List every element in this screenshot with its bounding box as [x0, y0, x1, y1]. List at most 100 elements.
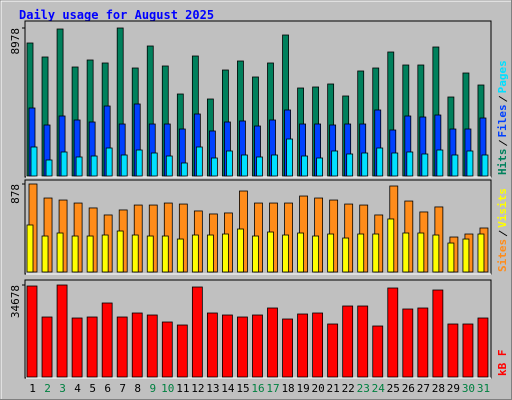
x-tick-label: 9 [149, 382, 156, 395]
bar [165, 155, 173, 177]
x-tick-label: 4 [74, 382, 81, 395]
bar [241, 154, 248, 177]
x-tick-label: 27 [417, 382, 430, 395]
bar [327, 323, 339, 378]
bar [120, 154, 128, 177]
bar [180, 162, 188, 177]
x-tick-label: 6 [104, 382, 111, 395]
bar [421, 153, 429, 177]
bar [131, 312, 143, 378]
x-tick-label: 2 [44, 382, 51, 395]
y-tick-label: 34678 [9, 285, 22, 318]
bar [101, 302, 113, 378]
bar [90, 155, 98, 177]
x-tick-label: 20 [312, 382, 325, 395]
bar [282, 318, 293, 378]
x-tick-label: 18 [281, 382, 294, 395]
bar [451, 154, 459, 177]
bar [391, 152, 399, 177]
legend-entry: Sites [496, 239, 509, 272]
x-tick-label: 25 [387, 382, 400, 395]
legend-separator [498, 140, 508, 146]
bar [402, 308, 414, 378]
x-tick-label: 28 [432, 382, 445, 395]
bar [282, 234, 289, 273]
x-tick-label: 15 [236, 382, 249, 395]
bar [41, 235, 49, 273]
bar [56, 284, 68, 378]
bar [267, 307, 278, 378]
x-tick-label: 8 [134, 382, 141, 395]
bar [432, 289, 444, 378]
bar [267, 231, 274, 273]
bar [436, 149, 444, 177]
bar [191, 286, 203, 378]
legend-entry: Visits [496, 188, 509, 228]
bar [135, 149, 143, 177]
bar [26, 224, 34, 273]
y-tick-label: 8978 [9, 28, 22, 55]
bar [105, 147, 113, 177]
x-tick-label: 24 [372, 382, 386, 395]
x-tick-label: 31 [477, 382, 490, 395]
legend: kB F [496, 350, 509, 377]
bar [252, 314, 263, 378]
x-tick-label: 29 [447, 382, 460, 395]
bar [41, 316, 53, 378]
bar [222, 314, 233, 378]
bar [447, 323, 459, 378]
bar [101, 234, 109, 273]
legend: Hits Files Pages [496, 60, 509, 175]
x-tick-label: 21 [327, 382, 340, 395]
legend-entry: kB F [496, 350, 509, 377]
bar [406, 151, 414, 177]
bar [312, 235, 320, 273]
bar [222, 233, 229, 273]
bar [131, 234, 139, 273]
x-tick-label: 19 [296, 382, 309, 395]
legend-entry: Files [496, 104, 509, 137]
bar [226, 150, 233, 177]
x-tick-label: 5 [89, 382, 96, 395]
x-tick-label: 26 [402, 382, 415, 395]
bar [346, 153, 354, 177]
bar [417, 307, 429, 378]
x-tick-label: 12 [191, 382, 204, 395]
bar [372, 325, 384, 378]
bar [161, 321, 173, 378]
bar [316, 157, 324, 177]
bar [161, 235, 169, 273]
bar [342, 305, 354, 378]
bar [447, 242, 455, 273]
bar [176, 324, 188, 378]
x-tick-label: 22 [342, 382, 355, 395]
bar [206, 234, 214, 273]
bar [210, 157, 218, 177]
bar [71, 235, 79, 273]
bar [256, 156, 263, 177]
legend-entry: Hits [496, 149, 509, 176]
bar [237, 316, 248, 378]
bar [75, 156, 83, 177]
bar [477, 233, 485, 273]
y-tick-label: 878 [9, 184, 22, 204]
x-tick-label: 14 [221, 382, 235, 395]
bar [286, 138, 293, 177]
bar [376, 147, 384, 177]
x-tick-label: 1 [29, 382, 36, 395]
bar [481, 154, 489, 177]
bar [466, 150, 474, 177]
bar [71, 317, 83, 378]
x-tick-label: 23 [357, 382, 370, 395]
bar [327, 233, 335, 273]
bar [477, 317, 489, 378]
bar [297, 232, 304, 273]
bar [86, 316, 98, 378]
x-tick-label: 11 [176, 382, 189, 395]
bar [357, 233, 365, 273]
bar [271, 154, 278, 177]
bar [146, 314, 158, 378]
legend: Sites Visits [496, 188, 509, 272]
